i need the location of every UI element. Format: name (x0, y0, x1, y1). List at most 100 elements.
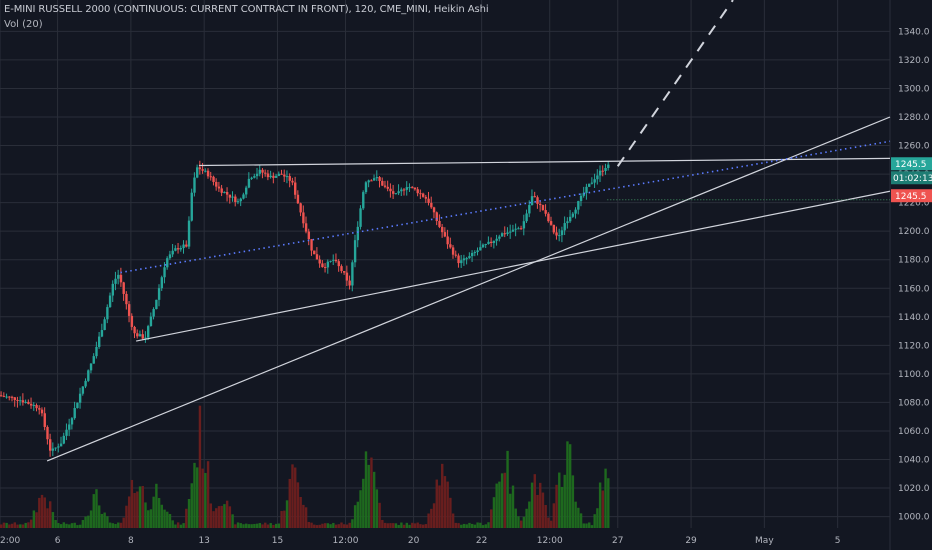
x-tick-label: 15 (272, 536, 283, 546)
volume-bar (27, 522, 30, 528)
volume-bar (274, 523, 278, 528)
candle-down (35, 405, 38, 409)
candle-up (144, 337, 147, 339)
candle-down (288, 176, 291, 181)
volume-bar (19, 524, 22, 528)
volume-bar (253, 523, 256, 528)
candle-up (593, 179, 596, 183)
volume-bar (220, 505, 223, 528)
volume-bar (334, 524, 338, 528)
candle-down (441, 226, 444, 233)
chart-title[interactable]: E-MINI RUSSELL 2000 (CONTINUOUS: CURRENT… (4, 4, 489, 15)
volume-bar (579, 513, 583, 528)
volume-bar (152, 496, 155, 528)
volume-bar (258, 523, 262, 528)
candle-up (579, 195, 583, 202)
volume-bar (536, 494, 539, 528)
volume-bar (337, 524, 340, 528)
volume-bar (182, 523, 185, 528)
volume-bar (343, 524, 346, 528)
volume-bar (558, 472, 561, 528)
volume-bar (114, 523, 117, 528)
candle-up (590, 182, 594, 184)
candle-down (337, 261, 340, 267)
candle-up (571, 213, 575, 217)
price-axis[interactable]: 1000.0 1020.0 1040.0 1060.0 1080.0 1100.0 1120… (898, 27, 930, 522)
candle-down (261, 169, 264, 173)
volume-bar (323, 523, 327, 528)
volume-bar (144, 502, 147, 528)
y-tick-label: 1280.0 (898, 113, 930, 123)
volume-bar (24, 522, 27, 528)
candle-down (304, 223, 308, 232)
candle-up (473, 252, 477, 254)
volume-bar (98, 505, 101, 528)
volume-bar (533, 474, 536, 528)
volume-bar (530, 482, 534, 528)
candle-up (517, 228, 520, 230)
candle-up (24, 401, 27, 403)
candle-up (476, 250, 479, 253)
candle-up (155, 299, 158, 310)
volume-bar (247, 524, 251, 528)
x-tick-label: 12:00 (537, 536, 563, 546)
volume-bar (204, 472, 207, 528)
volume-bar (416, 522, 419, 528)
volume-bar (340, 522, 343, 528)
candle-down (345, 272, 349, 281)
trendline-solid (136, 190, 891, 342)
candle-down (283, 174, 286, 177)
volume-bar (111, 523, 115, 528)
candle-up (223, 191, 226, 193)
candle-down (601, 170, 605, 172)
volume-bar (571, 475, 575, 528)
volume-bar (8, 524, 11, 528)
volume-bar (313, 524, 316, 528)
candle-up (359, 208, 362, 227)
volume-bar (577, 507, 580, 528)
candle-up (32, 405, 36, 407)
volume-bar (157, 497, 161, 528)
candle-up (114, 278, 117, 284)
candle-down (334, 259, 338, 262)
candle-up (168, 254, 172, 259)
y-tick-label: 1060.0 (898, 427, 930, 437)
candle-up (269, 175, 272, 178)
volume-bar (438, 485, 441, 528)
candle-down (416, 189, 419, 194)
volume-bar (29, 519, 33, 528)
volume-indicator-label[interactable]: Vol (20) (4, 19, 43, 30)
candle-up (103, 319, 106, 331)
candle-down (141, 334, 144, 339)
volume-bars (0, 405, 610, 528)
volume-bar (547, 517, 550, 528)
volume-bar (588, 522, 591, 528)
volume-bar (465, 524, 468, 528)
time-axis[interactable]: 2:00 6 8 13 15 12:00 20 22 12:00 27 29 May 5 (0, 536, 841, 546)
candle-down (8, 396, 11, 398)
volume-bar (487, 522, 490, 528)
candle-down (435, 212, 438, 221)
volume-bar (549, 520, 553, 528)
candle-down (503, 233, 507, 235)
candle-up (528, 205, 531, 214)
candle-up (160, 277, 164, 289)
volume-bar (593, 514, 596, 528)
candle-up (375, 177, 379, 179)
candle-up (54, 447, 57, 449)
volume-bar (329, 524, 332, 528)
x-tick-label: 8 (128, 536, 134, 546)
candle-down (217, 186, 221, 189)
candle-up (81, 386, 85, 394)
volume-bar (307, 521, 311, 528)
volume-bar (141, 486, 144, 528)
volume-bar (239, 523, 242, 528)
x-tick-label: 2:00 (0, 536, 20, 546)
volume-bar (585, 523, 588, 528)
secondary-price-tag (891, 189, 932, 203)
candle-down (291, 180, 294, 183)
candle-down (133, 326, 136, 334)
volume-bar (57, 523, 60, 528)
candle-up (255, 173, 259, 177)
